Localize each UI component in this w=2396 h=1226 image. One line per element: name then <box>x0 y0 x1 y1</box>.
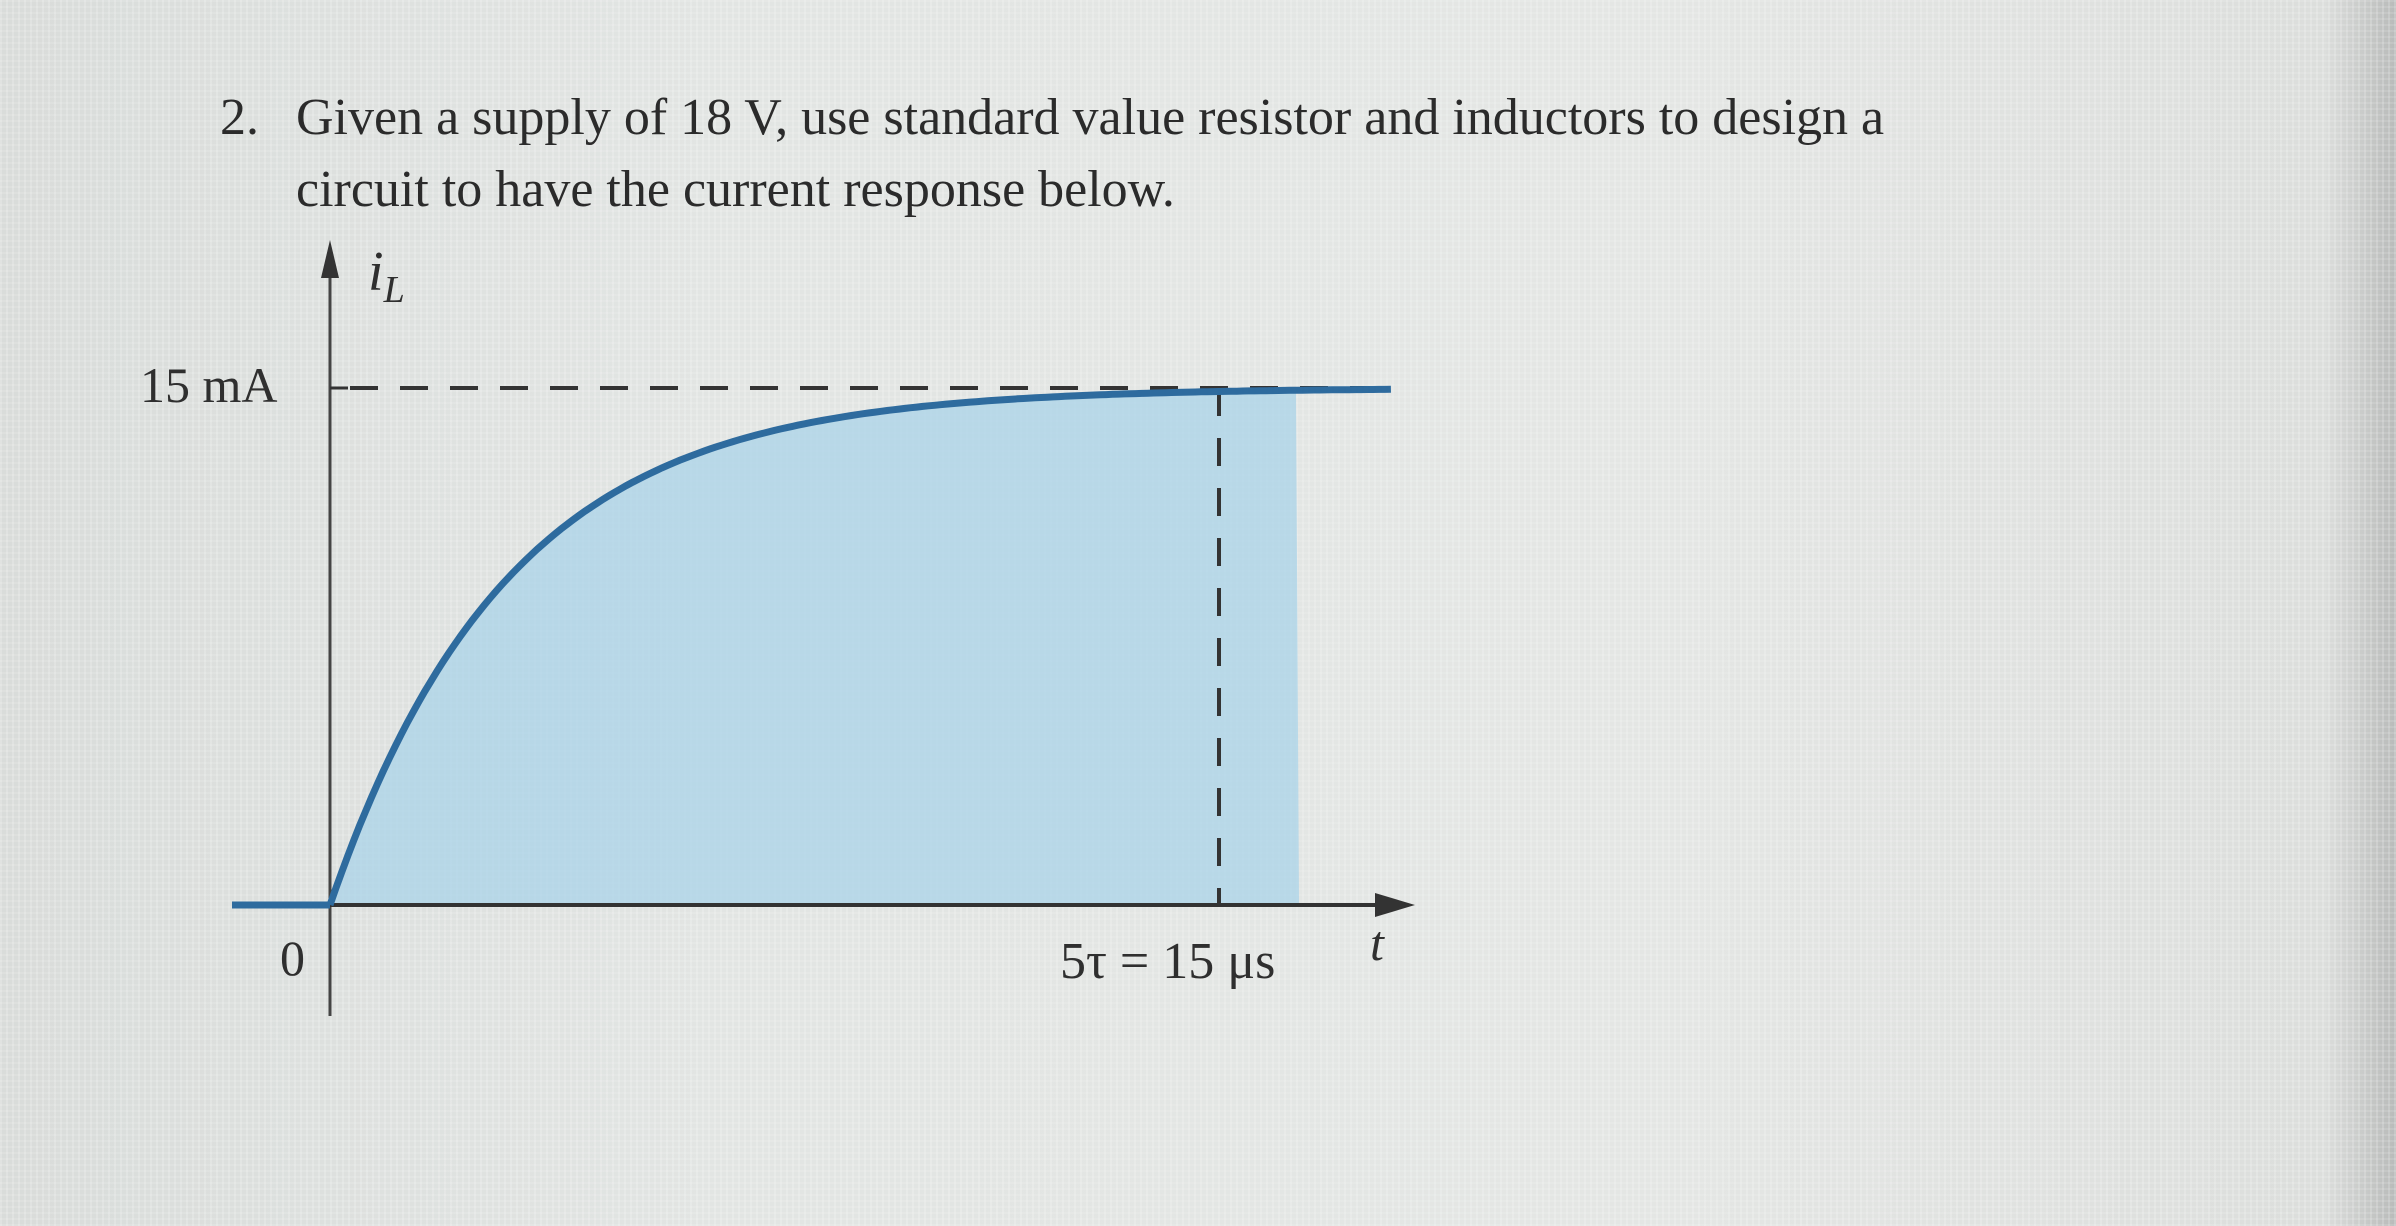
current-curve <box>326 385 1391 907</box>
origin-label: 0 <box>280 930 305 986</box>
problem-line-2: circuit to have the current response bel… <box>296 161 1175 218</box>
y-axis-label: iL <box>368 241 405 311</box>
y-tick-label: 15 mA <box>140 357 278 413</box>
x-axis-label: t <box>1370 915 1385 971</box>
problem-line-1: Given a supply of 18 V, use standard val… <box>296 89 1885 146</box>
five-tau-label: 5τ = 15 μs <box>1060 933 1275 990</box>
y-axis-label-subscript: L <box>383 269 405 311</box>
x-axis-arrow-icon <box>1375 893 1415 917</box>
shaded-area <box>330 390 1299 905</box>
y-axis-label-main: i <box>368 241 384 303</box>
problem-number: 2. <box>220 89 259 146</box>
y-axis-arrow-icon <box>321 240 339 278</box>
